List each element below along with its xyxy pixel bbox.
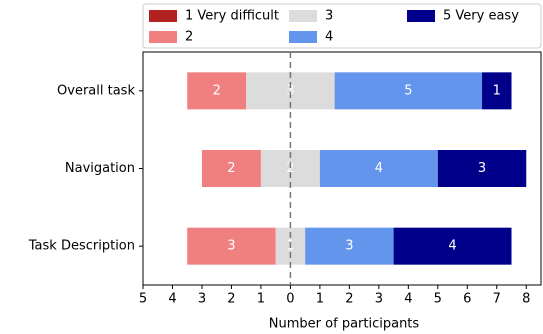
data-label: 2 [227,161,235,176]
x-tick-label: 5 [434,292,442,307]
y-tick-label: Overall task [57,83,135,98]
bar-segment [187,227,276,265]
data-label: 3 [478,161,486,176]
data-label: 3 [286,83,294,98]
data-label: 4 [375,161,383,176]
x-tick-label: 8 [522,292,530,307]
data-label: 5 [404,83,412,98]
bar-segment [305,227,394,265]
legend-swatch [289,31,317,43]
legend-label: 1 Very difficult [185,9,279,24]
bar-segment [393,227,512,265]
legend-label: 5 Very easy [443,9,519,24]
y-tick-label: Task Description [28,239,135,254]
x-tick-label: 2 [345,292,353,307]
bar-segment [482,72,512,110]
bar-segment [437,150,527,187]
data-label: 3 [345,239,353,254]
bar-segment [201,150,261,187]
data-label: 2 [213,83,221,98]
legend-label: 3 [325,9,333,24]
bar-segment [187,72,247,110]
legend-swatch [289,10,317,22]
x-tick-label: 4 [168,292,176,307]
x-tick-label: 6 [463,292,471,307]
legend-label: 4 [325,30,333,45]
data-label: 2 [286,161,294,176]
x-tick-label: 5 [139,292,147,307]
x-tick-label: 7 [493,292,501,307]
data-label: 1 [493,83,501,98]
y-tick-label: Navigation [65,161,135,176]
x-tick-label: 1 [257,292,265,307]
legend-swatch [149,10,177,22]
x-tick-label: 4 [404,292,412,307]
x-tick-label: 3 [198,292,206,307]
x-tick-label: 2 [227,292,235,307]
legend-box [142,3,542,49]
bar-segment [319,150,438,187]
x-tick-label: 1 [316,292,324,307]
x-axis-label: Number of participants [269,317,420,332]
bar-segment [334,72,483,110]
data-label: 3 [227,239,235,254]
legend-label: 2 [185,30,193,45]
data-label: 4 [448,239,456,254]
x-tick-label: 3 [375,292,383,307]
x-tick-label: 0 [286,292,294,307]
legend-swatch [407,10,435,22]
legend-swatch [149,31,177,43]
